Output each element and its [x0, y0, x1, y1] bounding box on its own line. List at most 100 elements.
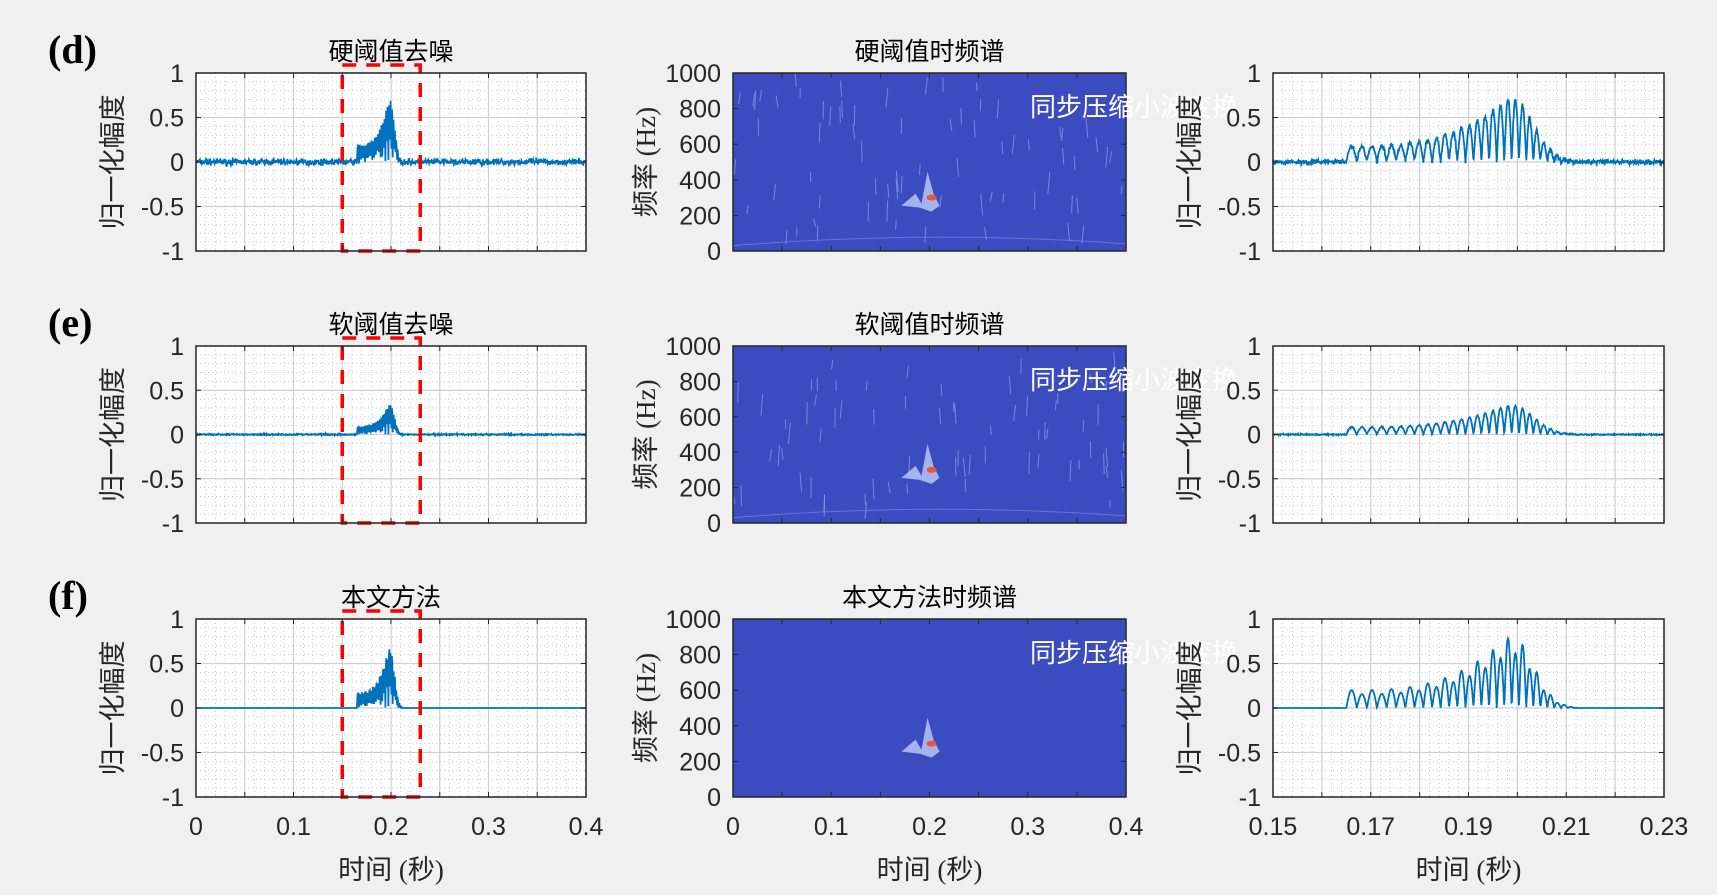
axes-box — [1272, 345, 1665, 524]
spectral-streak — [787, 422, 791, 445]
spectral-streak — [906, 483, 909, 494]
x-tick-label: 0.3 — [471, 813, 506, 841]
axes-box — [1272, 618, 1665, 798]
y-tick-label: 0 — [707, 510, 721, 538]
spectral-streak — [861, 140, 863, 162]
spectral-streak — [1071, 195, 1073, 213]
y-tick-label: 800 — [679, 368, 721, 396]
y-tick-label: 0 — [170, 695, 184, 723]
spectral-streak — [1068, 378, 1071, 388]
spectral-peak — [926, 466, 937, 473]
y-tick-label: 1 — [1247, 60, 1261, 88]
y-tick-label: 400 — [679, 167, 721, 195]
y-tick-label: -0.5 — [1218, 466, 1261, 494]
spectral-streak — [962, 457, 966, 477]
signal-line — [196, 649, 586, 710]
y-axis-label: 归一化幅度 — [98, 641, 128, 776]
y-tick-label: -0.5 — [1218, 740, 1261, 768]
y-tick-label: -1 — [1239, 784, 1261, 812]
subplot-title: 软阈值时频谱 — [854, 311, 1004, 339]
spectral-streak — [732, 236, 1127, 247]
spectral-streak — [752, 93, 756, 107]
x-tick-label: 0.1 — [814, 813, 849, 841]
y-tick-label: 200 — [679, 202, 721, 230]
spectral-streak — [865, 380, 868, 392]
x-tick-label: 0.2 — [374, 813, 409, 841]
y-axis-label: 归一化幅度 — [98, 367, 128, 502]
spectral-streak — [925, 77, 928, 95]
y-tick-label: 1 — [170, 333, 184, 361]
spectral-energy — [901, 171, 940, 212]
y-tick-label: -1 — [162, 238, 184, 266]
spectral-streak — [1104, 380, 1108, 390]
spectral-streak — [954, 403, 957, 424]
spectral-streak — [956, 158, 959, 177]
x-axis-label: 时间 (秒) — [1416, 855, 1522, 885]
spectral-streak — [1059, 126, 1062, 138]
highlight-box — [340, 609, 422, 799]
spectral-streak — [872, 478, 875, 500]
signal-line — [1272, 403, 1665, 438]
spectral-streak — [960, 108, 962, 125]
spectral-streak — [840, 80, 843, 97]
spectral-streak — [1011, 135, 1015, 154]
spectral-streak — [839, 105, 841, 124]
spectral-streak — [740, 485, 743, 507]
spectral-streak — [1026, 396, 1029, 417]
spectral-streak — [1105, 466, 1109, 478]
x-axis-label: 时间 (秒) — [338, 855, 444, 885]
y-axis-label: 频率 (Hz) — [631, 379, 661, 489]
spectral-streak — [773, 184, 776, 201]
spectral-energy — [901, 717, 940, 758]
y-tick-label: 0 — [707, 238, 721, 266]
spectral-peak — [926, 194, 937, 201]
spectral-energy — [901, 443, 940, 484]
x-tick-label: 0.4 — [1109, 813, 1144, 841]
spectral-streak — [781, 448, 784, 461]
y-tick-label: 1000 — [665, 60, 721, 88]
y-tick-label: 0.5 — [149, 105, 184, 133]
axes-box — [195, 618, 587, 798]
y-tick-label: 0 — [170, 149, 184, 177]
spectral-streak — [760, 394, 764, 416]
x-tick-label: 0 — [726, 813, 740, 841]
spectrogram-area — [733, 619, 1126, 797]
y-tick-label: -1 — [162, 784, 184, 812]
spectral-streak — [1105, 146, 1109, 168]
spectral-streak — [973, 120, 976, 138]
spectral-streak — [887, 481, 891, 494]
spectral-streak — [1046, 428, 1049, 440]
spectral-streak — [737, 381, 739, 403]
highlight-box — [340, 63, 422, 253]
spectral-streak — [818, 122, 821, 143]
spectral-streak — [775, 95, 779, 108]
spectral-peak — [926, 740, 937, 747]
signal-line — [195, 100, 587, 169]
spectral-streak — [1037, 453, 1040, 469]
y-tick-label: -0.5 — [1218, 194, 1261, 222]
y-tick-label: 1 — [170, 60, 184, 88]
y-tick-label: 600 — [679, 131, 721, 159]
subplot-title: 硬阈值去噪 — [328, 38, 453, 66]
spectral-streak — [829, 106, 832, 126]
spectral-streak — [989, 425, 992, 436]
spectral-streak — [895, 170, 899, 192]
signal-line — [1272, 98, 1665, 169]
y-axis-label: 归一化幅度 — [98, 95, 128, 230]
axes-box — [195, 345, 587, 524]
spectral-streak — [759, 90, 763, 102]
spectral-streak — [1061, 127, 1064, 141]
spectral-streak — [1062, 147, 1065, 165]
x-tick-label: 0.21 — [1542, 813, 1591, 841]
spectral-streak — [754, 90, 757, 111]
spectral-streak — [1085, 116, 1089, 138]
y-tick-label: 400 — [679, 713, 721, 741]
spectral-streak — [1109, 151, 1113, 163]
y-tick-label: 0.5 — [149, 377, 184, 405]
spectral-streak — [738, 91, 741, 105]
spectral-streak — [799, 472, 803, 492]
